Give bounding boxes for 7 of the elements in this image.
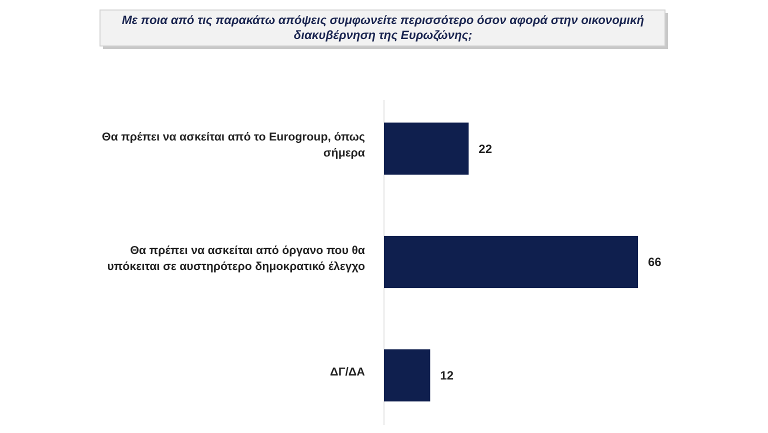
chart-title: Με ποια από τις παρακάτω απόψεις συμφωνείτε περισσότερο όσον αφορά στην οικονομική διακυβέρνηση της Ευρωζώνης; [122,13,644,42]
y-tick-label: Θα πρέπει να ασκείται από όργανο που θα υπόκειται σε αυστηρότερο δημοκρατικό έλεγχο [107,245,365,273]
y-tick-label: Θα πρέπει να ασκείται από το Eurogroup, όπως σήμερα [102,132,366,160]
data-label: 66 [648,255,662,270]
data-label: 22 [478,142,492,156]
data-label: 12 [440,368,454,383]
y-tick-label: ΔΓ/ΔΑ [330,366,365,378]
